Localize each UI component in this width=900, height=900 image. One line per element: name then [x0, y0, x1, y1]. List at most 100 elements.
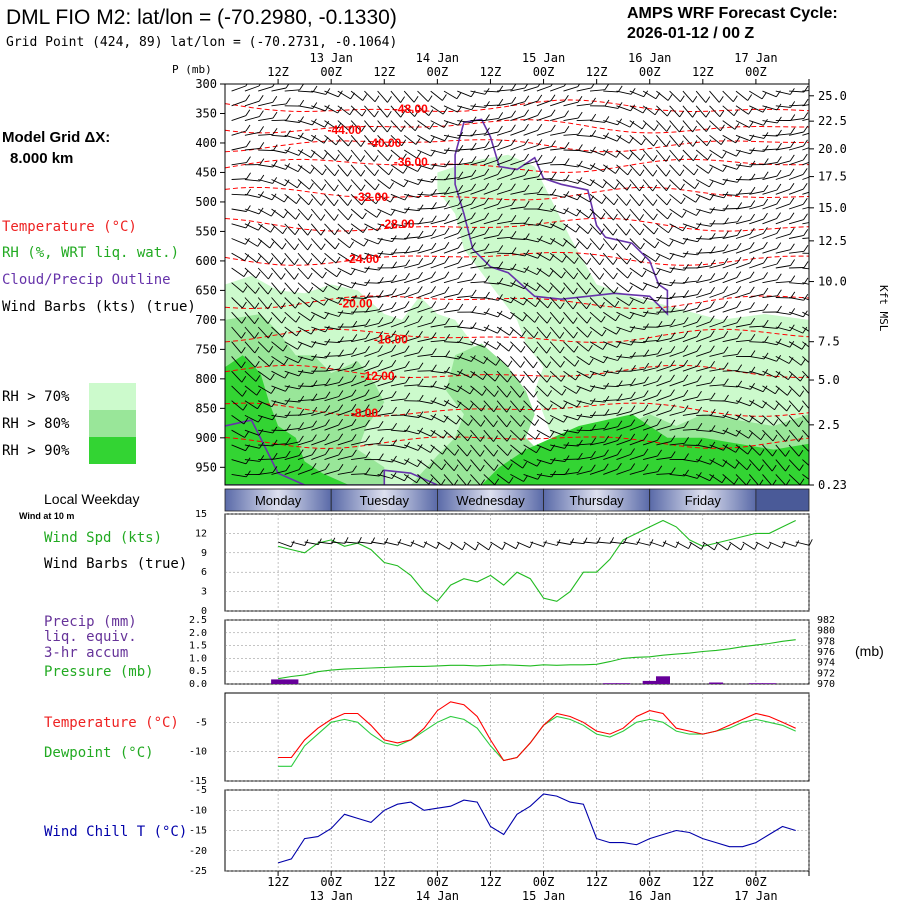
wind-barb [324, 164, 340, 177]
wind-barb [549, 311, 565, 324]
surface-wind-barb [742, 541, 758, 550]
temp-panel-ytick-label: -15 [189, 776, 207, 787]
wind-barb [284, 164, 303, 173]
wind-barb [364, 359, 383, 372]
legend-precip: Precip (mm) [44, 614, 137, 630]
wind-barb [470, 243, 490, 254]
wind-barb [364, 105, 379, 118]
wind-barb [682, 193, 701, 203]
wind-barb [576, 341, 593, 352]
wind-barb [231, 172, 251, 180]
wind-barb [788, 444, 804, 457]
wind-barb [563, 267, 579, 280]
wind-barb [470, 341, 489, 348]
wind-barb [642, 134, 658, 147]
wind-barb [682, 422, 703, 431]
wind-barb [523, 429, 540, 440]
surface-wind-barb [649, 540, 667, 547]
wind-barb [337, 307, 358, 315]
wind-barb [722, 364, 743, 372]
wind-barb [629, 404, 649, 416]
wind-barb [457, 156, 477, 166]
wind-barb [403, 474, 422, 484]
pressure-tick-label: 550 [195, 224, 217, 238]
wind-barb [364, 405, 384, 416]
wind-barb [749, 119, 768, 126]
wind-barb [244, 142, 265, 151]
wind-barb [656, 374, 675, 387]
wind-barb [563, 144, 583, 151]
wind-barb [364, 208, 382, 218]
top-date-label: 13 Jan [310, 51, 353, 65]
wind-barb [669, 303, 689, 313]
wind-barb [749, 227, 768, 239]
isotherm-label: -20.00 [338, 296, 372, 310]
wind-barb [576, 146, 596, 154]
top-time-label: 00Z [745, 65, 767, 79]
wind-barb [642, 252, 660, 262]
wind-barb [350, 389, 370, 402]
wind-barb [483, 261, 504, 269]
wind-barb [802, 356, 809, 364]
wind-barb [284, 252, 299, 265]
wind-barb [417, 256, 437, 269]
wind-barb [324, 310, 344, 317]
wind-barb [536, 124, 556, 136]
wind-barb [483, 415, 498, 428]
wind-barb [709, 217, 729, 225]
wind-barb [563, 238, 580, 249]
wind-barb [377, 105, 392, 118]
wind-barb [549, 341, 565, 354]
wind-barb [297, 326, 316, 335]
wind-barb [483, 213, 503, 225]
wind-barb [722, 286, 742, 298]
wind-barb [496, 429, 512, 442]
wind-barb [682, 149, 698, 162]
bottom-time-label: 12Z [267, 875, 289, 889]
wind-barb [244, 84, 261, 92]
wind-barb [377, 90, 392, 103]
wind-barb [470, 197, 489, 210]
wind-barb [550, 468, 570, 475]
wind-barb [629, 134, 646, 146]
wind-barb [510, 138, 529, 151]
wind-barb [324, 448, 344, 461]
wind-barb [297, 85, 318, 93]
wind-barb [310, 208, 326, 221]
wind-panel-ytick-label: 15 [195, 509, 207, 520]
wind-barb [523, 297, 540, 308]
wind-barb [802, 400, 809, 410]
wind-barb [642, 105, 660, 116]
wind-barb [417, 229, 437, 239]
wind-barb [483, 139, 503, 151]
wind-barb [656, 389, 675, 402]
wind-barb [696, 392, 716, 402]
wind-barb [350, 238, 369, 247]
wind-barb [695, 149, 712, 161]
wind-barb [257, 223, 275, 233]
wind-barb [364, 120, 379, 133]
wind-barb [231, 238, 250, 245]
wind-barb [603, 311, 620, 322]
wind-barb [483, 429, 498, 442]
wind-barb [682, 248, 703, 256]
wind-barb [722, 429, 741, 437]
wind-barb [483, 326, 502, 334]
top-time-label: 00Z [427, 65, 449, 79]
wind-barb [735, 414, 754, 423]
height-tick-label: 10.0 [818, 275, 847, 289]
wind-barb [536, 356, 552, 369]
wind-barb [496, 199, 516, 210]
wind-barb [377, 120, 392, 133]
surface-wind-barb [702, 541, 718, 551]
wind-barb [602, 208, 618, 221]
wind-barb [390, 246, 411, 254]
wind-barb [563, 282, 578, 295]
wind-barb [722, 90, 738, 103]
wind-barb [483, 168, 503, 180]
wind-barb [244, 429, 264, 436]
wind-barb [271, 84, 290, 92]
wind-barb [775, 227, 795, 239]
wind-barb [311, 104, 330, 112]
wind-barb [682, 455, 703, 463]
